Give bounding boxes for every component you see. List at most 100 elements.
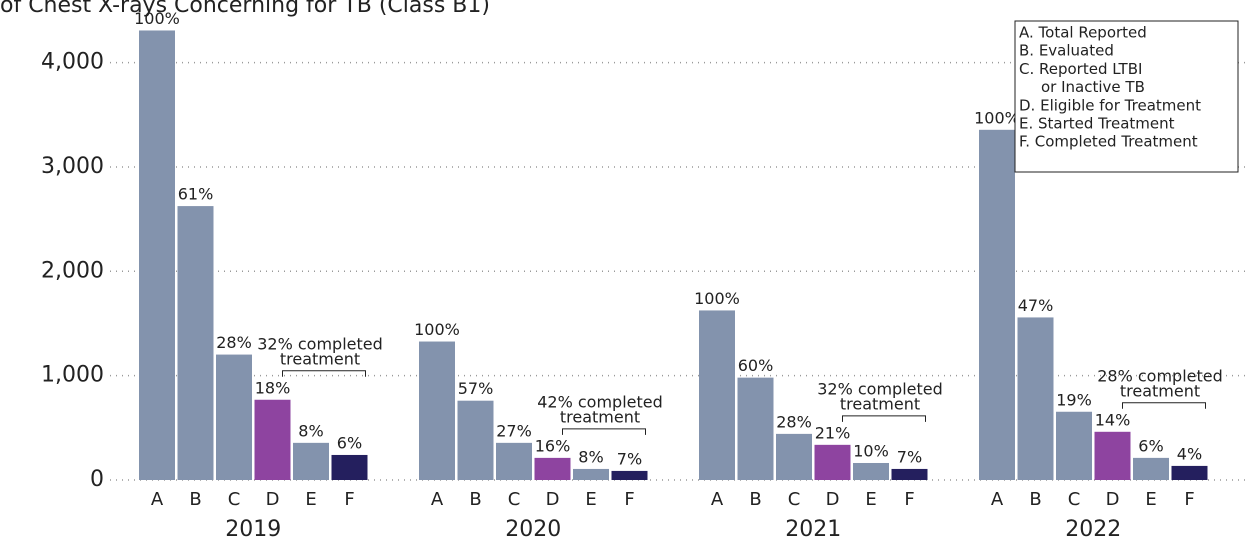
bar xyxy=(457,400,494,480)
annotation: 32% completed xyxy=(817,379,943,398)
value-label: 7% xyxy=(617,449,642,468)
annotation: 42% completed xyxy=(537,392,663,411)
x-tick-label: B xyxy=(1029,489,1041,510)
x-tick-label: A xyxy=(151,489,164,510)
value-label: 8% xyxy=(298,421,323,440)
value-label: 16% xyxy=(535,436,571,455)
x-tick-label: E xyxy=(585,489,596,510)
x-tick-label: A xyxy=(991,489,1004,510)
bar xyxy=(254,399,291,480)
value-label: 6% xyxy=(337,433,362,452)
legend-entry: F. Completed Treatment xyxy=(1019,133,1198,151)
bar xyxy=(1017,317,1054,480)
y-tick-label: 3,000 xyxy=(41,154,104,179)
bar xyxy=(139,30,175,480)
bar xyxy=(891,468,928,480)
value-label: 28% xyxy=(776,412,812,431)
value-label: 18% xyxy=(255,378,291,397)
x-tick-label: F xyxy=(624,489,634,510)
bar xyxy=(293,442,329,480)
value-label: 100% xyxy=(414,320,460,339)
value-label: 47% xyxy=(1018,296,1054,315)
value-label: 61% xyxy=(178,185,214,204)
y-tick-label: 0 xyxy=(90,467,104,492)
legend-entry: C. Reported LTBI xyxy=(1019,60,1142,78)
value-label: 57% xyxy=(458,379,494,398)
annotation: treatment xyxy=(280,349,360,368)
x-tick-label: A xyxy=(431,489,444,510)
x-tick-label: C xyxy=(228,489,241,510)
bar xyxy=(216,354,252,480)
legend-entry: D. Eligible for Treatment xyxy=(1019,96,1201,114)
legend-entry: or Inactive TB xyxy=(1041,78,1145,96)
legend-entry: E. Started Treatment xyxy=(1019,115,1175,133)
x-tick-label: C xyxy=(788,489,801,510)
bracket xyxy=(282,370,366,377)
bar xyxy=(419,341,455,480)
bar xyxy=(534,457,571,480)
bar xyxy=(331,454,368,480)
bar xyxy=(177,206,214,480)
value-label: 21% xyxy=(815,423,851,442)
chart-title: of Chest X-rays Concerning for TB (Class… xyxy=(0,0,490,18)
x-tick-label: E xyxy=(1145,489,1156,510)
x-tick-label: F xyxy=(1184,489,1194,510)
legend-entry: A. Total Reported xyxy=(1019,24,1147,42)
group-label: 2020 xyxy=(505,517,561,539)
value-label: 100% xyxy=(974,108,1020,127)
group-label: 2021 xyxy=(785,517,841,539)
value-label: 10% xyxy=(853,441,889,460)
bar xyxy=(737,377,774,480)
x-tick-label: B xyxy=(189,489,201,510)
x-tick-label: D xyxy=(546,489,560,510)
value-label: 28% xyxy=(216,333,252,352)
bar xyxy=(979,129,1015,480)
bar xyxy=(699,310,735,480)
y-tick-label: 2,000 xyxy=(41,258,104,283)
legend-entry: B. Evaluated xyxy=(1019,42,1114,60)
x-tick-label: C xyxy=(508,489,521,510)
x-tick-label: D xyxy=(266,489,280,510)
annotation: 32% completed xyxy=(257,334,383,353)
bar xyxy=(1171,465,1208,480)
x-tick-label: D xyxy=(1106,489,1120,510)
value-label: 100% xyxy=(694,289,740,308)
value-label: 6% xyxy=(1138,436,1163,455)
value-label: 14% xyxy=(1095,410,1131,429)
value-label: 19% xyxy=(1056,390,1092,409)
bracket xyxy=(842,415,926,422)
bar xyxy=(776,433,812,480)
y-tick-label: 1,000 xyxy=(41,363,104,388)
value-label: 27% xyxy=(496,421,532,440)
x-tick-label: C xyxy=(1068,489,1081,510)
x-tick-label: E xyxy=(865,489,876,510)
group-label: 2019 xyxy=(225,517,281,539)
legend-box xyxy=(1014,20,1239,173)
bracket xyxy=(562,428,646,435)
group-label: 2022 xyxy=(1065,517,1121,539)
bar xyxy=(1133,457,1169,480)
value-label: 7% xyxy=(897,447,922,466)
x-tick-label: A xyxy=(711,489,724,510)
bar xyxy=(611,470,648,480)
value-label: 60% xyxy=(738,356,774,375)
bracket xyxy=(1122,402,1206,409)
annotation: treatment xyxy=(840,394,920,413)
annotation: treatment xyxy=(560,407,640,426)
bar xyxy=(814,444,851,480)
value-label: 100% xyxy=(134,9,180,28)
annotation: 28% completed xyxy=(1097,366,1223,385)
x-tick-label: B xyxy=(469,489,481,510)
x-tick-label: D xyxy=(826,489,840,510)
bar xyxy=(496,442,532,480)
bar xyxy=(1056,411,1092,480)
bar xyxy=(573,468,609,480)
value-label: 4% xyxy=(1177,444,1202,463)
x-tick-label: B xyxy=(749,489,761,510)
value-label: 8% xyxy=(578,447,603,466)
bar xyxy=(853,462,889,480)
annotation: treatment xyxy=(1120,381,1200,400)
bar xyxy=(1094,431,1131,480)
x-tick-label: F xyxy=(904,489,914,510)
